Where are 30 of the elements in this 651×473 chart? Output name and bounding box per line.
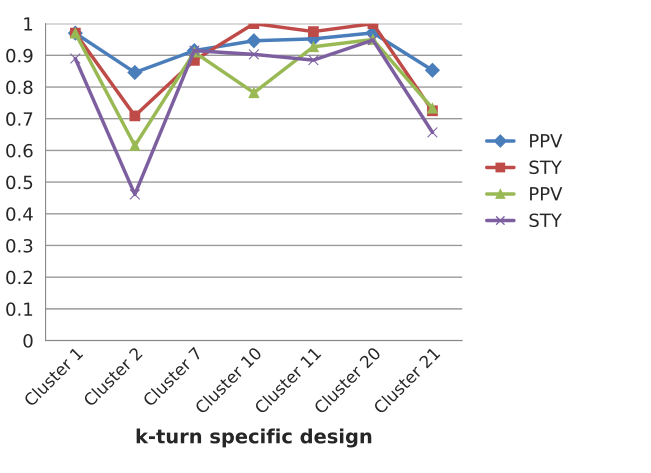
point bbox=[248, 49, 260, 60]
point bbox=[425, 62, 440, 78]
point bbox=[129, 110, 140, 122]
point bbox=[70, 53, 81, 64]
y-tick-label: 0.8 bbox=[6, 80, 33, 94]
legend-label: PPV bbox=[530, 187, 562, 200]
y-tick-label: 1 bbox=[24, 17, 32, 31]
legend-label: PPV bbox=[530, 134, 562, 148]
x-axis-title: k-turn specific design bbox=[136, 428, 372, 448]
legend-label: STY bbox=[530, 213, 562, 228]
y-tick-label: 0.3 bbox=[6, 238, 32, 253]
point bbox=[248, 87, 260, 98]
point bbox=[308, 41, 319, 52]
y-tick-label: 0.5 bbox=[6, 176, 32, 190]
point bbox=[129, 140, 140, 152]
y-tick-label: 0.7 bbox=[6, 112, 32, 126]
point bbox=[308, 54, 319, 66]
point bbox=[427, 102, 438, 114]
point bbox=[246, 33, 262, 48]
y-tick-label: 0.6 bbox=[6, 144, 33, 158]
point bbox=[129, 189, 140, 200]
y-tick-label: 0.2 bbox=[6, 270, 32, 284]
y-tick-label: 0.4 bbox=[6, 207, 33, 221]
point bbox=[427, 126, 438, 138]
y-tick-label: 0.9 bbox=[6, 48, 32, 62]
point bbox=[308, 26, 319, 37]
legend-label: STY bbox=[530, 160, 562, 174]
point bbox=[127, 65, 142, 80]
y-tick-label: 0 bbox=[23, 334, 33, 348]
y-tick-label: 0.1 bbox=[6, 302, 32, 316]
